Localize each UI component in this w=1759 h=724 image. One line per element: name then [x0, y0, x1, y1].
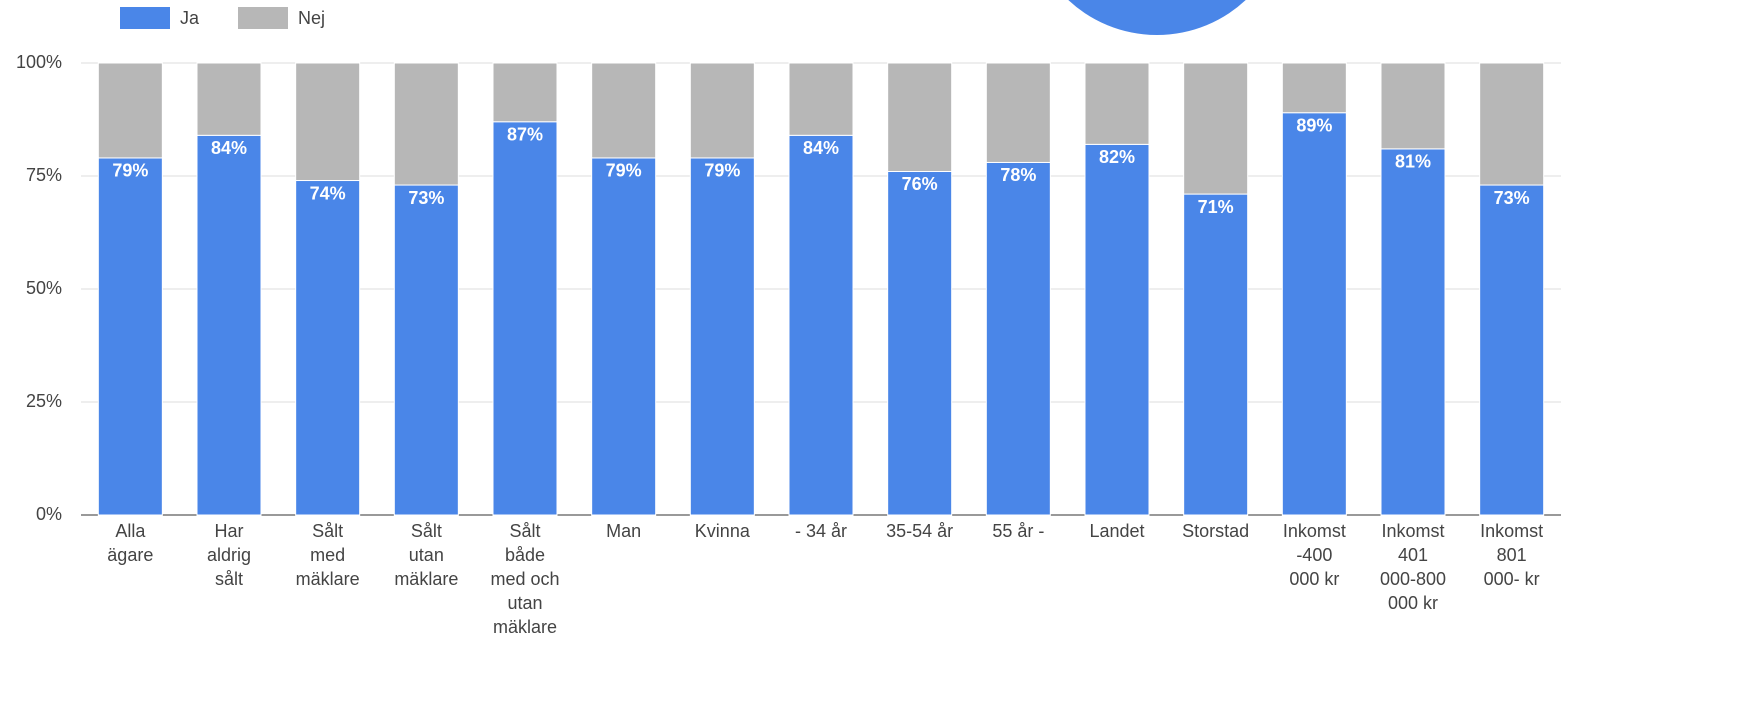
legend-swatch: [120, 7, 170, 29]
bar-segment: [887, 62, 953, 172]
bar-segment: [887, 170, 953, 516]
bar-segment: [788, 134, 854, 516]
value-label: 71%: [1198, 197, 1234, 217]
x-tick-label: Sålt utan mäklare: [394, 521, 459, 589]
value-label: 73%: [1494, 188, 1530, 208]
bar-segment: [1084, 143, 1150, 516]
x-tick-label: Landet: [1089, 521, 1145, 541]
value-label: 79%: [112, 161, 148, 181]
x-tick-label: Sålt med mäklare: [295, 521, 360, 589]
bar-segment: [1380, 148, 1446, 516]
bar-segment: [1479, 184, 1545, 516]
x-tick-label: Inkomst 801 000- kr: [1480, 521, 1544, 589]
bar-segment: [295, 180, 361, 516]
value-label: 82%: [1099, 147, 1135, 167]
bar-segment: [393, 62, 459, 186]
bar-segment: [1281, 112, 1347, 516]
y-tick-label: 50%: [26, 278, 62, 298]
value-label: 79%: [704, 161, 740, 181]
bar-segment: [1281, 62, 1347, 114]
bar-segment: [788, 62, 854, 136]
x-tick-label: - 34 år: [794, 521, 848, 541]
x-tick-label: Inkomst -400 000 kr: [1282, 521, 1346, 589]
bar-segment: [1479, 62, 1545, 186]
bar-segment: [1183, 62, 1249, 195]
value-label: 79%: [606, 161, 642, 181]
value-label: 87%: [507, 125, 543, 145]
value-label: 76%: [902, 174, 938, 194]
bar-segment: [591, 157, 657, 516]
value-label: 73%: [408, 188, 444, 208]
value-label: 78%: [1000, 165, 1036, 185]
legend-swatch: [238, 7, 288, 29]
bar-segment: [492, 121, 558, 516]
bar-segment: [97, 62, 163, 159]
value-label: 81%: [1395, 152, 1431, 172]
value-label: 74%: [310, 183, 346, 203]
bar-segment: [393, 184, 459, 516]
bar-segment: [689, 157, 755, 516]
x-tick-label: Man: [606, 521, 642, 541]
bar-segment: [1380, 62, 1446, 150]
x-tick-label: 35-54 år: [886, 521, 954, 541]
value-label: 84%: [211, 138, 247, 158]
legend-label: Ja: [180, 8, 200, 28]
decorative-circle: [1068, 0, 1246, 35]
bar-segment: [1183, 193, 1249, 516]
bar-segment: [689, 62, 755, 159]
x-tick-label: 55 år -: [992, 521, 1045, 541]
bar-segment: [591, 62, 657, 159]
bar-segment: [196, 134, 262, 516]
bar-segment: [196, 62, 262, 136]
value-label: 84%: [803, 138, 839, 158]
y-tick-label: 25%: [26, 391, 62, 411]
legend-label: Nej: [298, 8, 325, 28]
bar-segment: [985, 62, 1051, 163]
x-tick-label: Kvinna: [694, 521, 750, 541]
bar-segment: [985, 161, 1051, 516]
bar-segment: [1084, 62, 1150, 145]
y-tick-label: 75%: [26, 165, 62, 185]
bar-segment: [295, 62, 361, 182]
bar-segment: [97, 157, 163, 516]
x-tick-label: Har aldrig sålt: [206, 521, 252, 589]
x-tick-label: Sålt både med och utan mäklare: [490, 521, 560, 637]
bar-segment: [492, 62, 558, 123]
x-tick-label: Alla ägare: [107, 521, 154, 565]
y-tick-label: 100%: [16, 52, 62, 72]
value-label: 89%: [1296, 115, 1332, 135]
y-tick-label: 0%: [36, 504, 62, 524]
x-tick-label: Inkomst 401 000-800 000 kr: [1379, 521, 1447, 613]
x-tick-label: Storstad: [1182, 521, 1250, 541]
